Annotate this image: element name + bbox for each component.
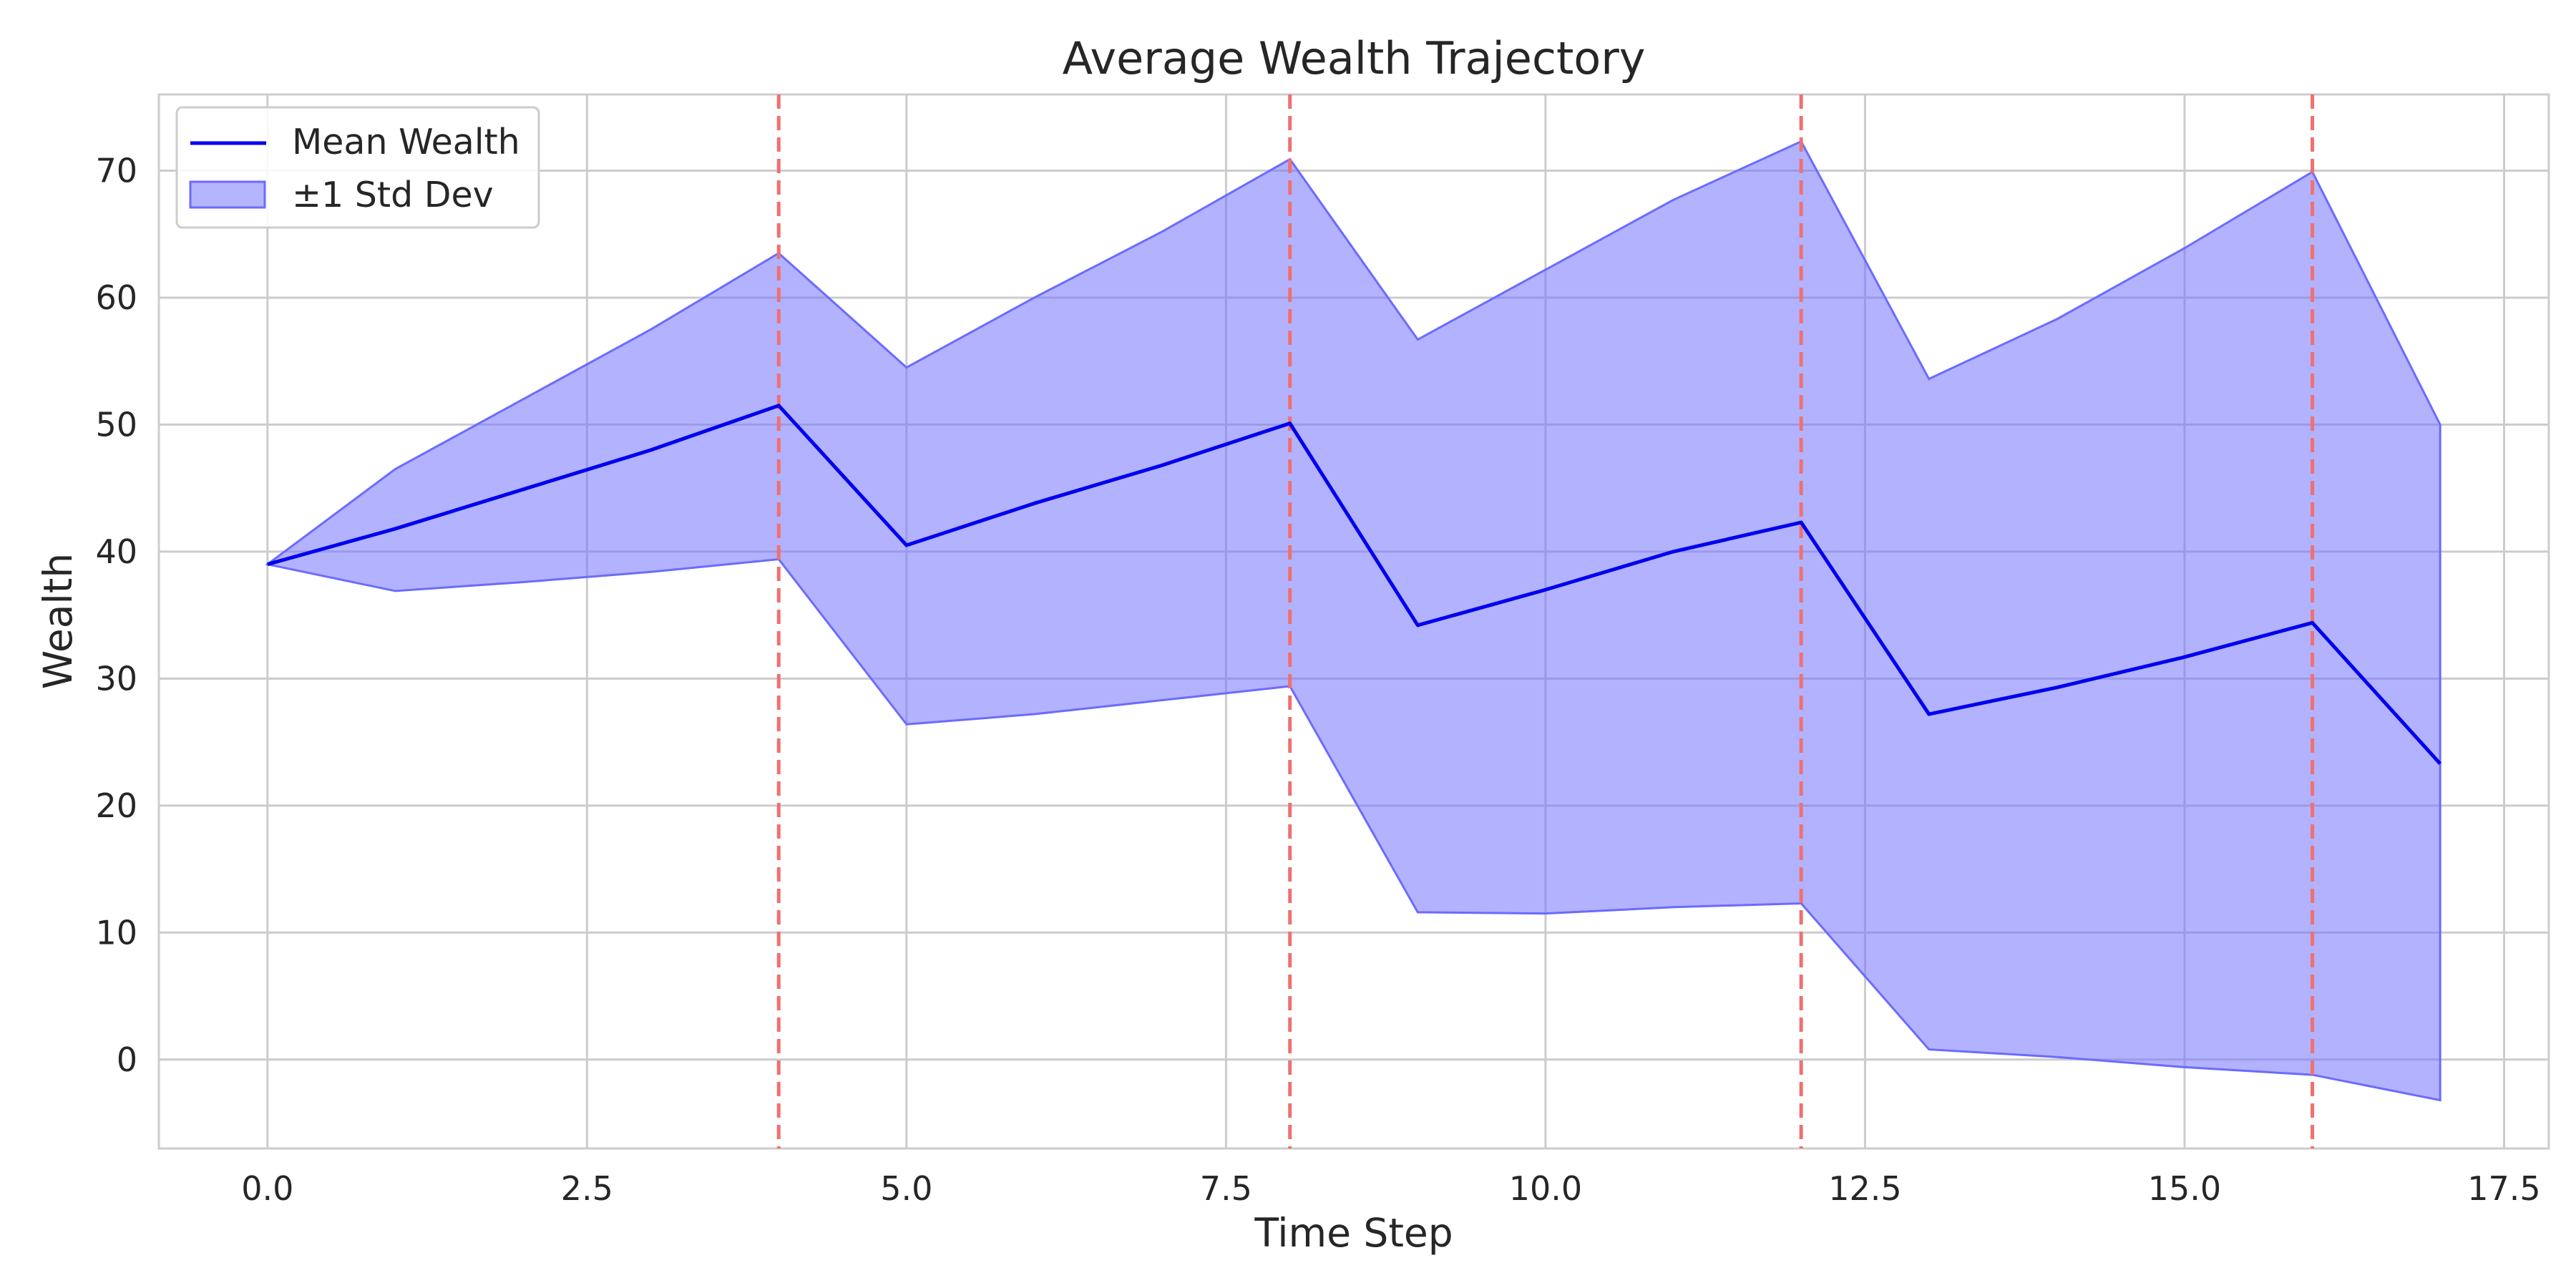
y-axis-label: Wealth [35, 553, 81, 689]
x-tick-labels: 0.0 2.5 5.0 7.5 10.0 12.5 15.0 17.5 [241, 1169, 2540, 1208]
mean-wealth-line [267, 404, 2442, 765]
legend-box [175, 106, 540, 229]
x-tick-label: 2.5 [561, 1169, 613, 1208]
y-tick-labels: 0 10 20 30 40 50 60 70 [95, 151, 137, 1078]
x-tick-label: 10.0 [1509, 1169, 1582, 1208]
y-tick-label: 70 [95, 151, 137, 190]
y-tick-label: 40 [95, 532, 137, 571]
legend-band-swatch [189, 180, 266, 209]
legend: Mean Wealth ±1 Std Dev [175, 106, 540, 229]
x-tick-label: 5.0 [880, 1169, 932, 1208]
x-tick-label: 17.5 [2467, 1169, 2540, 1208]
y-tick-label: 0 [117, 1040, 137, 1079]
y-tick-label: 10 [95, 913, 137, 952]
legend-label-mean-wealth: Mean Wealth [292, 122, 520, 162]
x-axis-label: Time Step [1254, 1210, 1453, 1256]
x-tick-label: 7.5 [1200, 1169, 1252, 1208]
y-tick-label: 60 [95, 278, 137, 317]
y-tick-label: 50 [95, 405, 137, 444]
x-tick-label: 12.5 [1828, 1169, 1901, 1208]
x-tick-label: 0.0 [241, 1169, 293, 1208]
y-tick-label: 30 [95, 659, 137, 698]
legend-label-std-dev: ±1 Std Dev [292, 175, 494, 215]
x-tick-label: 15.0 [2148, 1169, 2221, 1208]
chart-title: Average Wealth Trajectory [1063, 32, 1646, 84]
y-tick-label: 20 [95, 786, 137, 825]
